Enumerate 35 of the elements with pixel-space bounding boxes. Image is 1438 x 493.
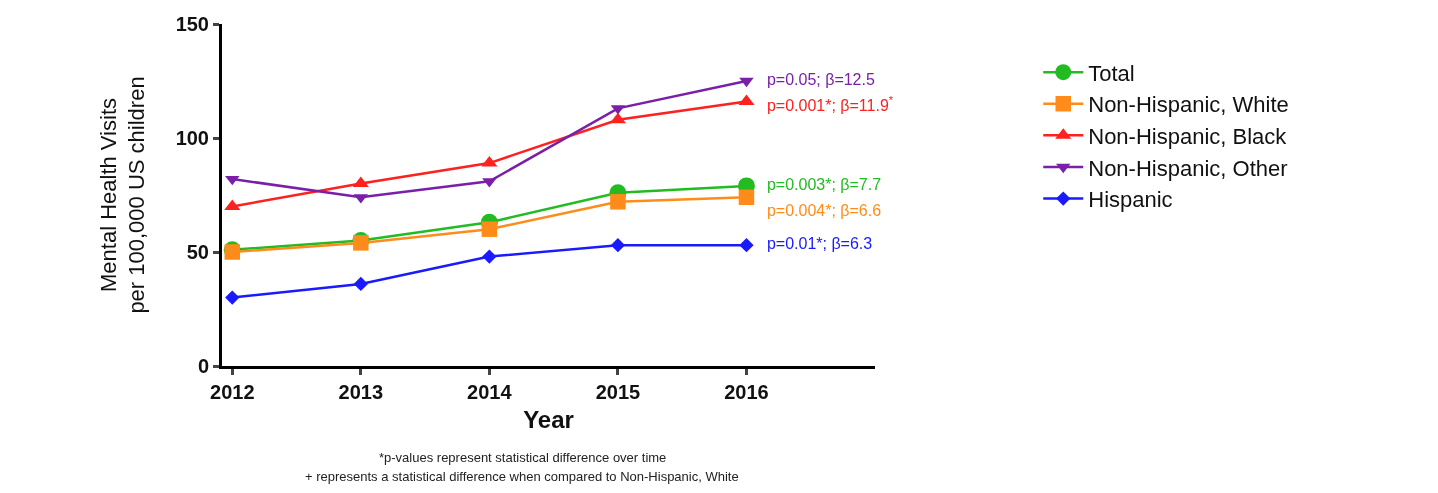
x-tick-label: 2012: [210, 381, 255, 403]
x-tick-label: 2014: [467, 381, 513, 403]
x-axis-title: Year: [523, 406, 574, 434]
point: [352, 176, 369, 188]
y-axis-title: Mental Health Visits per 100,000 US children: [95, 76, 150, 314]
annotation: p=0.003*; β=7.7: [746, 175, 882, 193]
x-tick-label: 2016: [724, 381, 769, 403]
legend-label: Non-Hispanic, Other: [1088, 155, 1288, 181]
annotation: p=0.01*; β=6.3: [746, 235, 873, 253]
annotation: p=0.05; β=12.5: [746, 71, 875, 88]
point: [225, 290, 240, 305]
point: [225, 175, 240, 186]
point: [739, 77, 754, 88]
x-tick-label: 2015: [595, 381, 641, 403]
annotation: p=0.004*; β=6.6: [746, 201, 882, 219]
point: [739, 238, 754, 253]
legend-label: Hispanic: [1088, 187, 1173, 213]
y-tick-label: 100: [175, 127, 209, 149]
x-tick-label: 2013: [338, 381, 384, 403]
legend-label: Non-Hispanic, Black: [1088, 123, 1288, 149]
point: [481, 221, 498, 237]
annotation: p=0.001*; β=11.9$^{*}$: [746, 94, 894, 114]
point: [738, 94, 755, 106]
legend-label: Non-Hispanic, White: [1088, 92, 1289, 118]
legend-label: Total: [1088, 60, 1135, 86]
point: [610, 238, 626, 253]
y-tick-label: 50: [186, 241, 209, 263]
y-tick-label: 0: [197, 355, 209, 377]
y-tick-label: 150: [175, 13, 209, 35]
text: *p-values represent statistical difference over time: [379, 450, 667, 465]
text: + represents a statistical difference when compared to Non-Hispanic, White: [305, 469, 739, 484]
point: [738, 189, 755, 206]
point: [610, 194, 626, 210]
point: [482, 249, 497, 264]
point: [353, 276, 368, 292]
